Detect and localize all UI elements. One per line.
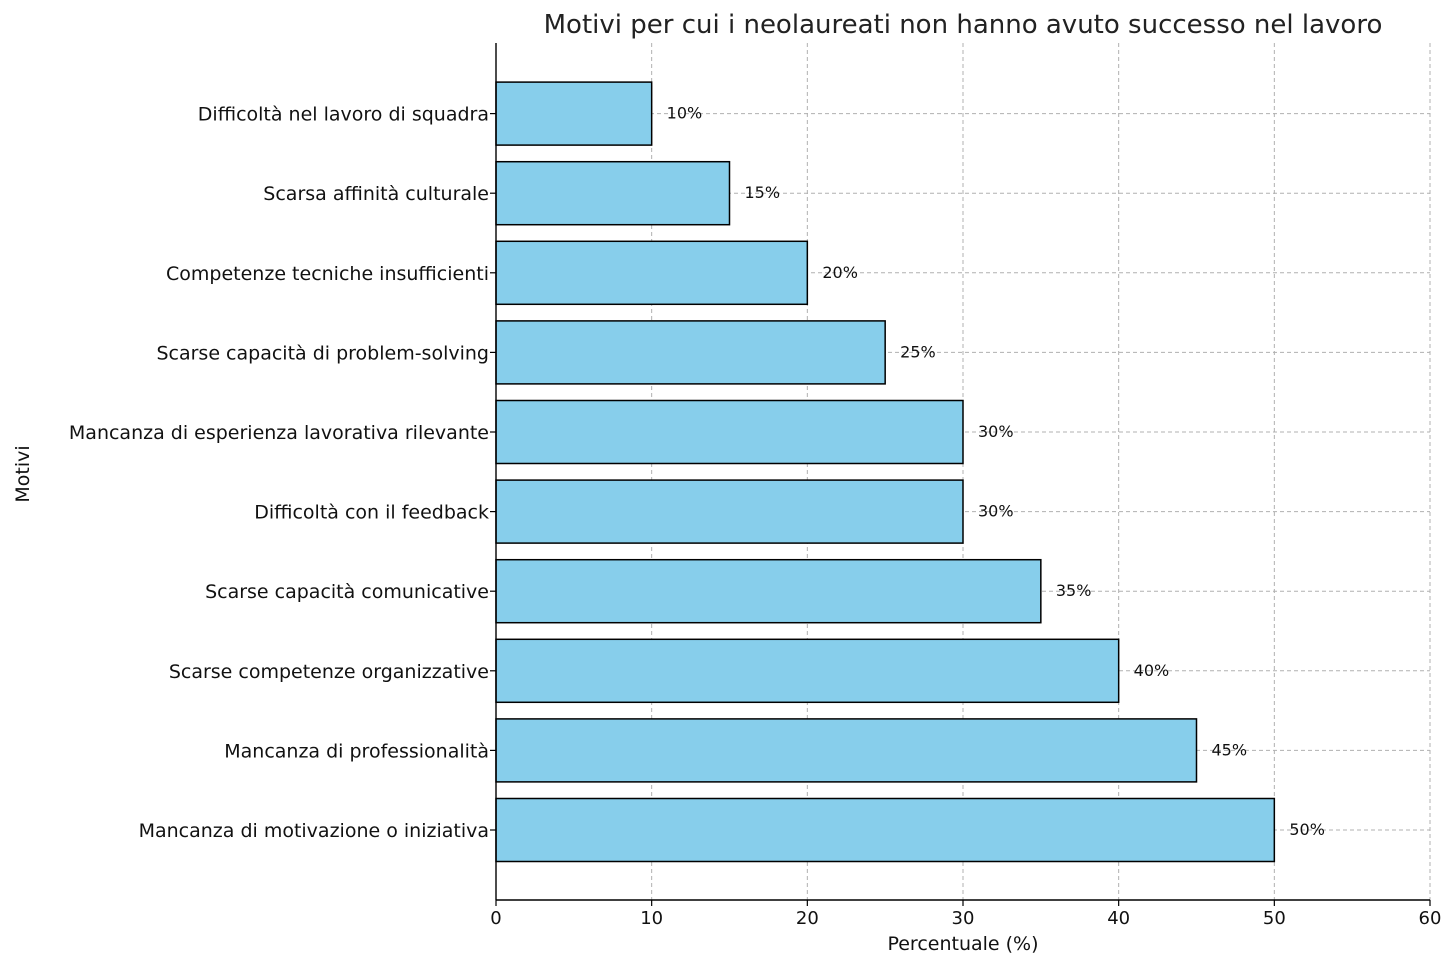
bar [495, 160, 731, 226]
bar [495, 797, 1276, 863]
x-tick-label: 50 [1263, 908, 1286, 929]
bar [495, 718, 1198, 783]
category-label: Scarse capacità comunicative [205, 581, 489, 603]
category-label: Difficoltà con il feedback [254, 502, 489, 524]
chart-title: Motivi per cui i neolaureati non hanno a… [544, 10, 1383, 40]
value-label: 40% [1134, 661, 1170, 680]
category-label: Difficoltà nel lavoro di squadra [198, 104, 489, 126]
bar [495, 240, 809, 306]
x-axis-label: Percentuale (%) [887, 933, 1038, 955]
category-label: Scarse capacità di problem-solving [156, 342, 489, 364]
value-label: 25% [900, 342, 936, 361]
x-tick-label: 0 [490, 908, 501, 929]
bar [495, 399, 964, 465]
bar [495, 81, 653, 146]
y-axis-label: Motivi [12, 445, 34, 502]
value-label: 35% [1056, 581, 1092, 600]
x-tick-label: 20 [796, 908, 819, 929]
value-labels: 50% 45% 40% 35% 30% 30% 25% 20% 15% 10% [667, 104, 1325, 839]
value-label: 30% [978, 502, 1014, 521]
bar [495, 320, 886, 385]
x-tick-label: 10 [640, 908, 663, 929]
x-tick-label: 60 [1419, 908, 1442, 929]
value-label: 10% [667, 104, 703, 123]
category-label: Scarse competenze organizzative [169, 661, 489, 683]
category-label: Mancanza di esperienza lavorativa rileva… [69, 422, 489, 444]
bar [495, 638, 1120, 704]
bar [495, 558, 1042, 624]
category-label: Scarsa affinità culturale [263, 183, 489, 205]
value-label: 15% [745, 183, 781, 202]
x-tick-label: 30 [952, 908, 975, 929]
value-label: 20% [822, 263, 858, 282]
value-label: 45% [1212, 740, 1248, 759]
category-label: Competenze tecniche insufficienti [166, 263, 489, 285]
y-category-labels: Mancanza di motivazione o iniziativa Manc… [69, 104, 496, 842]
category-label: Mancanza di professionalità [224, 740, 489, 762]
value-label: 50% [1289, 820, 1325, 839]
value-label: 30% [978, 422, 1014, 441]
x-tick-label: 40 [1107, 908, 1130, 929]
bar [495, 479, 964, 544]
category-label: Mancanza di motivazione o iniziativa [139, 820, 489, 842]
x-ticks: 0 10 20 30 40 50 60 [490, 900, 1441, 929]
bars [495, 81, 1276, 863]
